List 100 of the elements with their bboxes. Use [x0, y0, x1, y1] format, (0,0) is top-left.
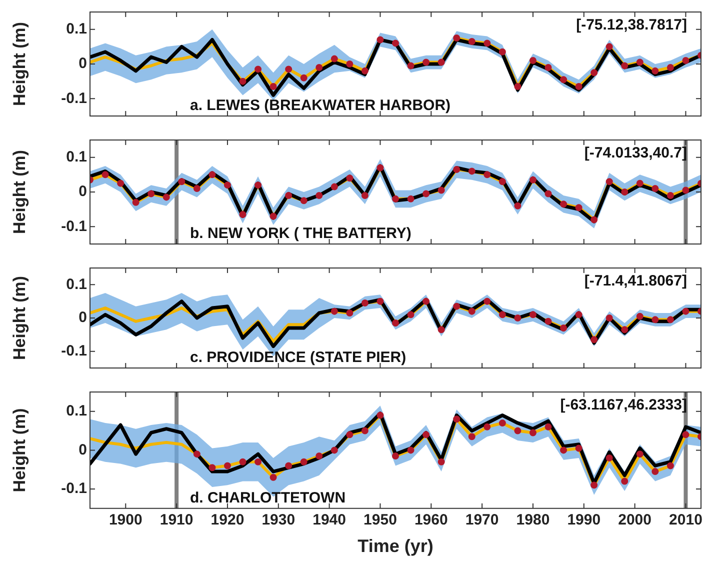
point [514, 83, 522, 90]
point [392, 320, 399, 326]
x-tick-label: 1980 [516, 512, 550, 529]
point [514, 202, 522, 210]
point [346, 310, 354, 316]
point [254, 66, 262, 73]
y-tick-label: -0.1 [61, 218, 87, 235]
point [239, 458, 246, 466]
point [285, 66, 292, 73]
point [590, 336, 598, 344]
point [560, 200, 568, 208]
point [102, 171, 109, 178]
point [575, 311, 582, 318]
point [453, 416, 460, 423]
point [453, 302, 460, 310]
point [148, 190, 155, 198]
y-tick-label: 0 [78, 441, 87, 458]
point [438, 458, 445, 466]
point [666, 192, 674, 199]
point [666, 316, 674, 324]
point [636, 58, 644, 66]
x-tick-label: 1920 [210, 512, 244, 529]
y-axis-title: Height (m) [10, 150, 29, 234]
point [666, 64, 674, 71]
point [575, 83, 582, 90]
point [529, 429, 536, 436]
point [208, 171, 216, 178]
point [178, 178, 186, 186]
point [652, 185, 659, 192]
point [484, 298, 491, 305]
point [346, 431, 354, 438]
point [682, 431, 690, 438]
point [484, 171, 491, 178]
point [560, 324, 568, 332]
point [590, 216, 598, 224]
point [438, 186, 445, 194]
point [652, 468, 659, 476]
point [529, 57, 536, 64]
point [438, 326, 445, 334]
point [453, 34, 460, 42]
point [407, 446, 414, 454]
point [422, 431, 430, 438]
point [468, 38, 476, 45]
point [117, 180, 124, 187]
y-tick-label: 0.1 [66, 20, 87, 38]
point [498, 420, 506, 427]
point [376, 412, 384, 419]
point [361, 427, 368, 434]
point [606, 178, 613, 186]
point [544, 190, 552, 198]
x-tick-label: 1950 [364, 512, 397, 529]
point [376, 164, 384, 172]
y-tick-label: 0.1 [66, 148, 87, 166]
point [468, 433, 476, 440]
point [498, 48, 506, 56]
point [330, 308, 338, 315]
point [682, 186, 690, 194]
point [484, 40, 491, 47]
point [544, 64, 552, 71]
point [606, 43, 613, 50]
y-tick-label: -0.1 [61, 90, 87, 107]
annotation: [-74.0133,40.7] [584, 144, 687, 162]
point [590, 482, 598, 489]
point [575, 444, 582, 452]
point [270, 83, 277, 90]
x-tick-label: 2010 [669, 512, 702, 529]
point [224, 462, 231, 470]
point [498, 311, 506, 318]
point [376, 36, 384, 44]
y-tick-label: 0.1 [66, 276, 87, 293]
point [407, 195, 414, 202]
point [621, 478, 628, 485]
point [330, 55, 338, 62]
point [285, 192, 292, 199]
annotation: [-71.4,41.8067] [584, 272, 687, 290]
point [330, 183, 338, 190]
point [621, 62, 628, 70]
x-tick-label: 1970 [465, 512, 499, 529]
x-tick-label: 1930 [262, 512, 296, 529]
y-tick-label: -0.1 [61, 480, 87, 498]
point [407, 62, 414, 70]
y-tick-label: 0 [78, 55, 87, 72]
point [300, 197, 308, 204]
point [484, 423, 491, 430]
point [330, 446, 338, 454]
point [606, 454, 613, 462]
point [468, 168, 476, 175]
point [361, 192, 368, 199]
x-axis-title: Time (yr) [358, 536, 434, 556]
point [666, 462, 674, 470]
annotation: [-75.12,38.7817] [576, 16, 687, 34]
point [682, 57, 690, 64]
x-tick-label: 2000 [618, 512, 652, 529]
point [682, 308, 690, 315]
point [468, 308, 476, 315]
point [422, 298, 430, 305]
x-tick-label: 1960 [414, 512, 448, 529]
point [422, 58, 430, 66]
point [316, 192, 323, 199]
point [453, 166, 460, 173]
